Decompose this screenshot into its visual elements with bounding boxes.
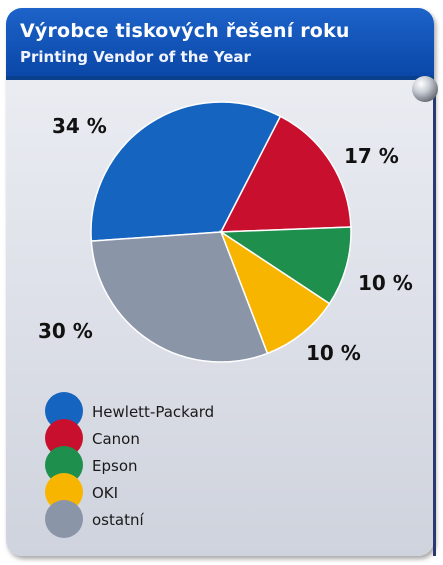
sphere-icon [412,76,438,102]
slice-value-label: 34 % [52,114,107,138]
slice-value-label: 30 % [38,319,93,343]
chart-subtitle: Printing Vendor of the Year [20,48,251,66]
legend-label: OKI [92,484,118,502]
slice-value-label: 17 % [344,144,399,168]
pie-slice-epson [218,226,352,305]
decorative-divider [433,88,436,556]
legend-label: Epson [92,457,138,475]
legend-swatch [45,392,83,430]
legend-label: Hewlett-Packard [92,403,214,421]
legend-swatch [45,473,83,511]
legend-label: ostatní [92,511,144,529]
slice-value-label: 10 % [358,271,413,295]
pie-slice-canon [219,115,352,233]
slice-value-label: 10 % [306,341,361,365]
pie-slice-oki [219,230,331,355]
pie-slice-ostatn- [90,231,269,363]
legend-swatch [45,419,83,457]
legend-swatch [45,446,83,484]
legend-label: Canon [92,430,140,448]
pie-slice-hewlett-packard [90,101,282,242]
chart-header: Výrobce tiskových řešení roku Printing V… [6,8,434,80]
legend-swatch [45,500,83,538]
chart-title: Výrobce tiskových řešení roku [20,20,350,42]
